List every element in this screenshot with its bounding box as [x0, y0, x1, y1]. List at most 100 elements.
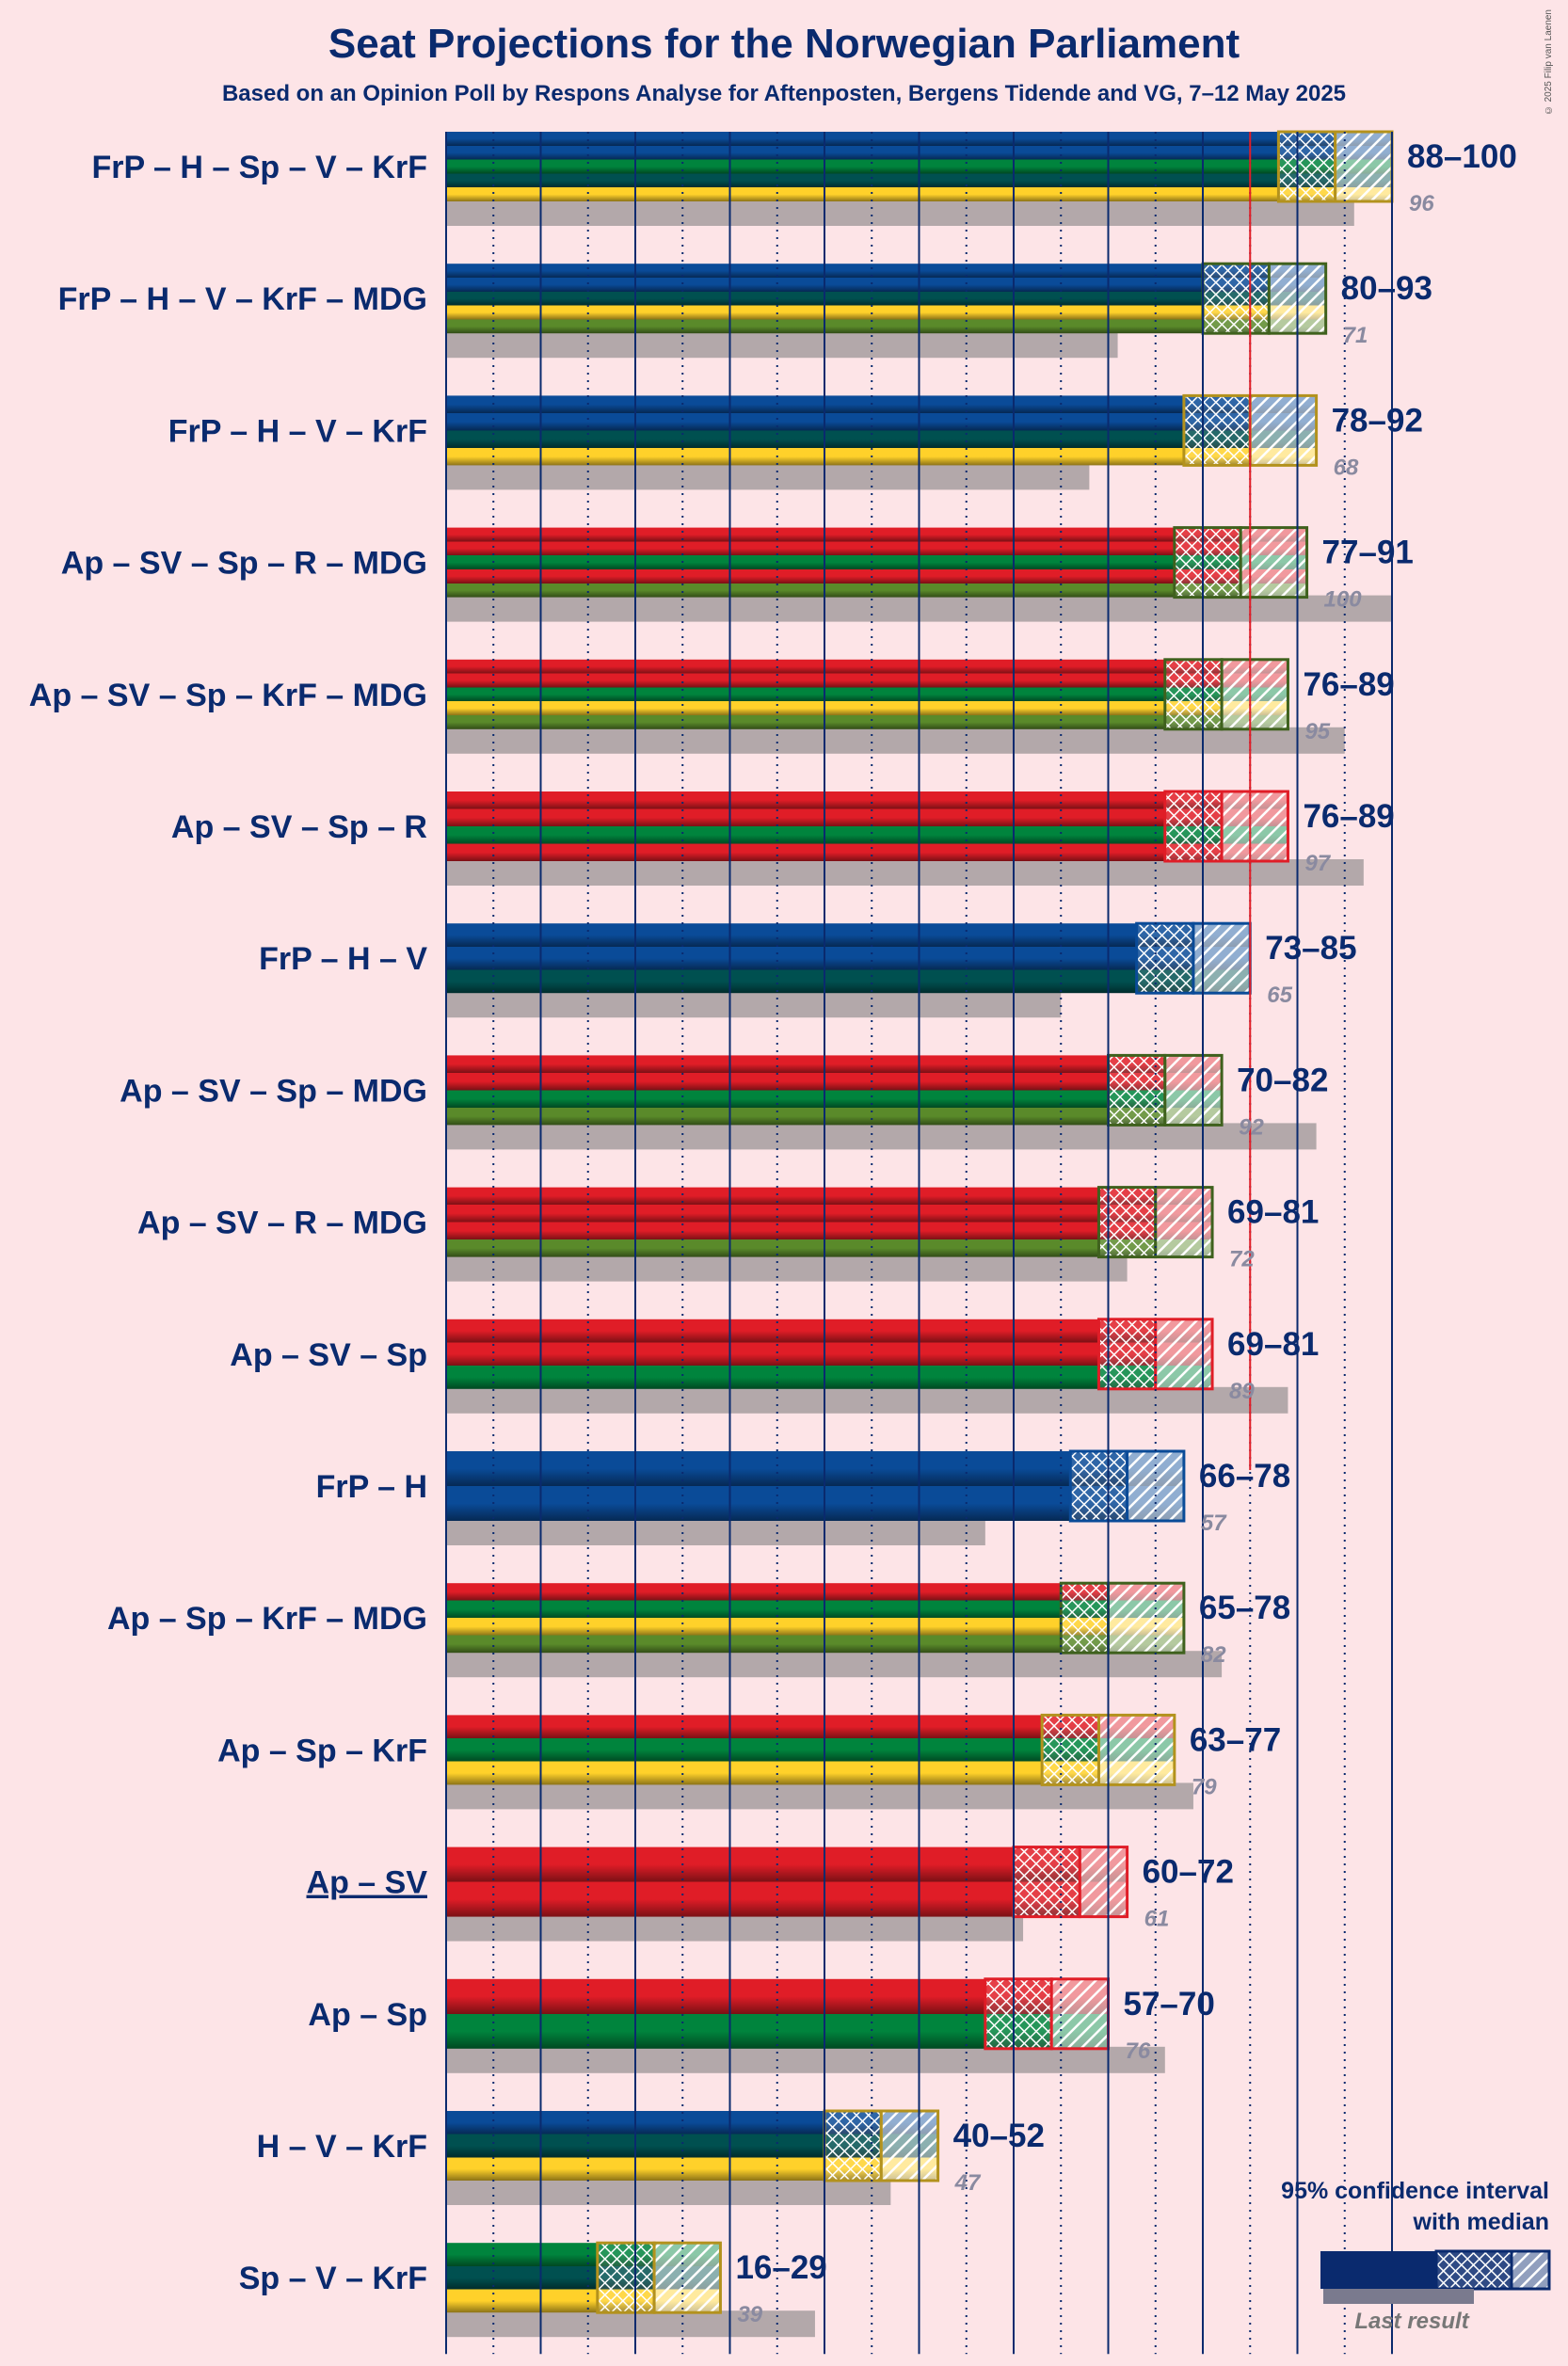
ci-lower-half [1096, 1318, 1158, 1391]
last-result-bar [446, 463, 1090, 490]
ci-upper-half [1096, 1713, 1176, 1786]
last-result-value: 100 [1324, 587, 1363, 613]
range-label: 16–29 [735, 2249, 826, 2286]
last-result-bar [446, 331, 1118, 359]
ci-lower-half [1040, 1713, 1100, 1786]
coalition-label: Ap – SV [307, 1865, 428, 1901]
range-label: 70–82 [1237, 1062, 1328, 1098]
ci-lower-half [1135, 921, 1195, 995]
last-result-value: 71 [1343, 323, 1368, 348]
last-result-bar [446, 2179, 891, 2205]
projection-bar [446, 1187, 1213, 1257]
legend-ci-lower [1434, 2249, 1513, 2291]
last-result-value: 68 [1334, 455, 1359, 480]
coalition-row [446, 658, 1345, 754]
coalition-row [446, 393, 1319, 490]
ci-upper-half [1239, 526, 1309, 599]
ci-lower-half [1012, 1846, 1081, 1919]
ci-lower-half [1059, 1581, 1110, 1655]
last-result-bar [446, 1914, 1024, 1942]
coalition-label: Sp – V – KrF [239, 2261, 427, 2296]
projection-bar [446, 1055, 1223, 1126]
coalition-row [446, 2109, 940, 2205]
coalition-label: Ap – Sp – KrF [217, 1733, 427, 1768]
coalition-row [446, 1846, 1129, 1942]
coalition-row [446, 790, 1364, 886]
range-label: 57–70 [1124, 1986, 1215, 2022]
last-result-value: 97 [1304, 851, 1331, 876]
ci-lower-half [1163, 658, 1224, 731]
last-result-bar [446, 1519, 985, 1545]
ci-upper-half [1154, 1318, 1214, 1391]
ci-upper-half [1078, 1846, 1129, 1919]
ci-lower-half [1173, 526, 1242, 599]
legend-last-result-label: Last result [1354, 2309, 1469, 2334]
last-result-bar [446, 2310, 815, 2338]
projection-bar [446, 1319, 1213, 1389]
range-label: 69–81 [1227, 1194, 1319, 1231]
coalition-label: Ap – SV – R – MDG [137, 1206, 427, 1241]
legend-median-bar [1320, 2251, 1436, 2289]
last-result-value: 47 [954, 2170, 982, 2196]
last-result-bar [446, 1651, 1223, 1678]
projection-bar [446, 791, 1288, 861]
range-label: 60–72 [1143, 1854, 1234, 1891]
coalition-label: Ap – SV – Sp – R – MDG [61, 546, 427, 582]
coalition-row [446, 1581, 1223, 1678]
ci-lower-half [1163, 790, 1224, 863]
last-result-bar [446, 2046, 1165, 2073]
ci-upper-half [1334, 130, 1394, 203]
range-label: 69–81 [1227, 1326, 1319, 1363]
range-label: 65–78 [1199, 1590, 1290, 1626]
chart-subtitle: Based on an Opinion Poll by Respons Anal… [221, 81, 1347, 106]
coalition-label: Ap – SV – Sp – MDG [120, 1073, 427, 1109]
range-label: 76–89 [1303, 798, 1394, 835]
legend-title-line1: 95% confidence interval [1281, 2178, 1549, 2204]
last-result-bar [446, 727, 1345, 754]
last-result-value: 61 [1144, 1907, 1170, 1932]
coalition-row [446, 1318, 1288, 1414]
coalition-row [446, 1449, 1186, 1545]
coalition-label: H – V – KrF [257, 2129, 427, 2165]
projection-bar [446, 527, 1307, 598]
coalition-label: FrP – H – V – KrF – MDG [58, 281, 427, 317]
coalition-row [446, 1053, 1317, 1150]
range-label: 63–77 [1190, 1721, 1281, 1758]
range-label: 66–78 [1199, 1458, 1290, 1495]
ci-upper-half [1220, 790, 1289, 863]
coalition-label: Ap – Sp [308, 1997, 427, 2033]
range-label: 78–92 [1332, 402, 1423, 439]
last-result-value: 96 [1409, 191, 1434, 216]
projection-bar [446, 1451, 1184, 1521]
legend-ci-upper [1510, 2249, 1551, 2291]
range-label: 88–100 [1407, 138, 1517, 175]
coalition-label: Ap – SV – Sp [230, 1337, 427, 1373]
ci-lower-half [1068, 1449, 1129, 1523]
coalition-row [446, 1713, 1193, 1810]
ci-upper-half [1107, 1581, 1186, 1655]
coalition-row [446, 1186, 1214, 1282]
ci-upper-half [1154, 1186, 1214, 1259]
projection-bar [446, 659, 1288, 729]
legend-last-result-bar [1323, 2289, 1474, 2304]
legend-title-line2: with median [1413, 2209, 1549, 2235]
range-label: 40–52 [953, 2118, 1045, 2154]
projection-bar [446, 395, 1317, 466]
last-result-bar [446, 200, 1354, 226]
last-result-value: 79 [1192, 1774, 1217, 1799]
ci-lower-half [1276, 130, 1337, 203]
coalition-label: FrP – H [316, 1469, 427, 1505]
ci-upper-half [1220, 658, 1289, 731]
coalition-label: FrP – H – V – KrF [168, 413, 427, 449]
ci-lower-half [1096, 1186, 1158, 1259]
ci-lower-half [1201, 262, 1271, 335]
last-result-bar [446, 1123, 1317, 1150]
projection-bar [446, 923, 1251, 994]
ci-lower-half [1182, 393, 1252, 467]
last-result-value: 95 [1304, 719, 1330, 744]
ci-upper-half [1049, 1977, 1110, 2051]
last-result-bar [446, 1255, 1128, 1282]
coalition-row [446, 1977, 1165, 2073]
coalition-label: Ap – SV – Sp – R [171, 809, 427, 845]
last-result-value: 57 [1201, 1511, 1227, 1536]
